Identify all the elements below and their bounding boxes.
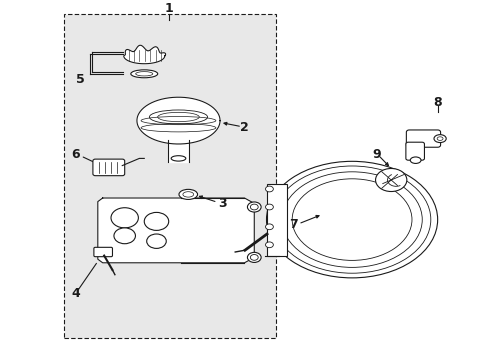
Ellipse shape xyxy=(247,202,261,212)
Circle shape xyxy=(265,204,273,210)
Ellipse shape xyxy=(247,252,261,262)
Polygon shape xyxy=(98,198,254,263)
Text: 5: 5 xyxy=(76,73,85,86)
FancyBboxPatch shape xyxy=(405,142,424,160)
Bar xyxy=(266,184,286,256)
Ellipse shape xyxy=(409,157,420,163)
Ellipse shape xyxy=(149,110,207,124)
Circle shape xyxy=(265,224,273,230)
Ellipse shape xyxy=(273,166,430,273)
FancyBboxPatch shape xyxy=(94,247,112,257)
Ellipse shape xyxy=(183,192,193,197)
Ellipse shape xyxy=(179,189,197,199)
Circle shape xyxy=(146,234,166,248)
Circle shape xyxy=(114,228,135,244)
Ellipse shape xyxy=(266,161,437,278)
Circle shape xyxy=(265,242,273,248)
Ellipse shape xyxy=(130,70,157,78)
Text: 7: 7 xyxy=(288,219,297,231)
Ellipse shape xyxy=(171,156,185,161)
Polygon shape xyxy=(123,45,165,64)
Circle shape xyxy=(250,255,258,260)
Text: 2: 2 xyxy=(240,121,248,134)
Circle shape xyxy=(375,168,406,192)
Polygon shape xyxy=(137,97,220,144)
Text: 3: 3 xyxy=(218,197,226,210)
FancyBboxPatch shape xyxy=(63,14,276,338)
Circle shape xyxy=(144,212,168,230)
Text: 1: 1 xyxy=(164,3,173,15)
Text: 6: 6 xyxy=(71,148,80,161)
Text: 8: 8 xyxy=(432,96,441,109)
Circle shape xyxy=(265,186,273,192)
Text: 4: 4 xyxy=(71,287,80,300)
Circle shape xyxy=(111,208,138,228)
Ellipse shape xyxy=(157,112,199,122)
Polygon shape xyxy=(167,140,189,162)
Ellipse shape xyxy=(135,72,153,76)
FancyBboxPatch shape xyxy=(406,130,440,147)
Text: 9: 9 xyxy=(371,148,380,161)
FancyBboxPatch shape xyxy=(93,159,124,176)
Ellipse shape xyxy=(281,172,421,267)
Circle shape xyxy=(250,204,258,210)
Ellipse shape xyxy=(291,179,411,260)
Ellipse shape xyxy=(436,137,442,140)
Ellipse shape xyxy=(433,135,446,143)
